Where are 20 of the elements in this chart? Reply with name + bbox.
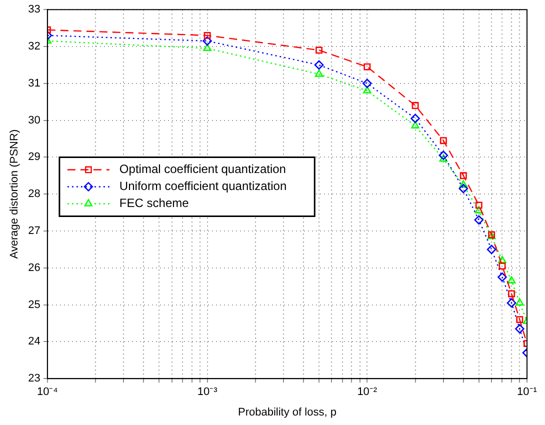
y-tick-label: 31 — [28, 77, 40, 90]
y-tick-label: 29 — [28, 151, 40, 164]
x-axis-title: Probability of loss, p — [238, 406, 336, 418]
y-tick-label: 30 — [28, 114, 40, 126]
legend-label: Uniform coefficient quantization — [119, 179, 287, 194]
legend-label: Optimal coefficient quantization — [119, 162, 286, 176]
legend-label: FEC scheme — [119, 196, 190, 210]
x-tick-label: 10⁻² — [357, 386, 378, 398]
y-tick-label: 23 — [28, 372, 40, 385]
y-tick-label: 33 — [28, 4, 40, 16]
y-tick-label: 25 — [28, 298, 40, 311]
y-axis-title: Average distortion (PSNR) — [8, 129, 21, 259]
y-tick-label: 24 — [28, 336, 40, 348]
y-tick-label: 27 — [28, 225, 40, 238]
y-tick-label: 28 — [28, 188, 40, 200]
x-tick-label: 10⁻⁴ — [36, 386, 58, 398]
x-tick-label: 10⁻¹ — [517, 386, 538, 398]
y-tick-label: 32 — [28, 40, 40, 53]
y-tick-label: 26 — [28, 262, 40, 274]
x-tick-label: 10⁻³ — [197, 386, 218, 398]
